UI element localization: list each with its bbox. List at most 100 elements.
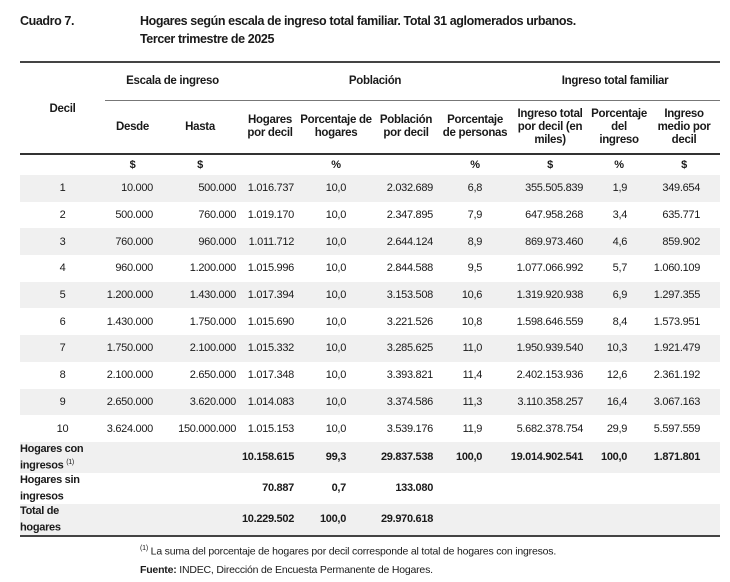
value-cell: 1.019.170 <box>247 209 295 222</box>
value-cell <box>510 503 591 537</box>
column-header: Desde <box>105 100 160 155</box>
unit-label: $ <box>681 159 687 171</box>
value-cell: 5,7 <box>612 262 628 275</box>
value-cell: 2.844.588 <box>386 262 434 275</box>
value-cell: 11,4 <box>462 369 483 382</box>
value-cell: 1.319.920.938 <box>510 281 591 309</box>
units-row: $ $%% $% $ <box>20 154 720 175</box>
value-cell: 1.573.951 <box>653 315 701 328</box>
value-cell: 1.200.000 <box>105 281 160 309</box>
value-cell: 1.015.332 <box>240 335 301 362</box>
value-cell: 1.015.690 <box>247 315 295 328</box>
value-cell <box>648 473 720 504</box>
value-cell: 2.402.153.936 <box>516 369 584 382</box>
value-cell: 10,3 <box>590 335 649 362</box>
value-cell: 1.016.737 <box>240 175 301 202</box>
table-row: 4 960.000 1.200.000 1.015.996 10,0 2.844.588 9… <box>20 255 720 282</box>
value-cell: 10.229.502 <box>240 503 301 537</box>
value-cell: 10,0 <box>325 422 347 435</box>
value-cell: 10,0 <box>300 281 373 309</box>
value-cell: 11,0 <box>440 335 511 362</box>
value-cell: 1.430.000 <box>160 281 241 309</box>
value-cell: 3.067.163 <box>648 388 721 416</box>
column-header: Porcentaje de personas <box>440 100 511 155</box>
summary-label: Total de hogares <box>20 503 105 537</box>
source-note: Fuente: INDEC, Dirección de Encuesta Per… <box>140 564 433 576</box>
value-cell: 2.100.000 <box>106 369 154 382</box>
table-row: 10 3.624.000 150.000.000 1.015.153 10,0 3.539… <box>20 415 720 442</box>
value-cell: 100,0 <box>590 441 649 473</box>
unit-label: $ <box>547 159 553 171</box>
value-cell <box>590 473 648 504</box>
value-cell: 1.871.801 <box>648 441 721 473</box>
value-cell: 5.597.559 <box>653 422 701 435</box>
column-header: Hasta <box>160 100 241 155</box>
value-cell: 7,9 <box>467 209 483 222</box>
value-cell: 1.750.000 <box>105 335 160 362</box>
table-subtitle: Tercer trimestre de 2025 <box>140 32 275 46</box>
value-cell: 3.285.625 <box>372 335 441 362</box>
value-cell <box>160 441 241 473</box>
value-cell: 19.014.902.541 <box>510 441 591 473</box>
value-cell: 355.505.839 <box>510 175 591 202</box>
value-cell: 2.347.895 <box>386 209 434 222</box>
decil-cell: 7 <box>20 335 105 362</box>
decil-cell: 5 <box>20 281 105 309</box>
summary-row: Hogares sin ingresos 70.887 0,7 133.080 <box>20 473 720 504</box>
summary-row: Hogares con ingresos (1) 10.158.615 99,3 29.… <box>20 441 721 473</box>
value-cell <box>510 473 590 504</box>
value-cell: 3.221.526 <box>386 315 434 328</box>
table-row: 7 1.750.000 2.100.000 1.015.332 10,0 3.285.62… <box>20 335 721 362</box>
value-cell: 3.624.000 <box>106 422 154 435</box>
value-cell: 1.598.646.559 <box>516 315 584 328</box>
value-cell: 29,9 <box>606 422 628 435</box>
value-cell: 10,0 <box>300 228 373 256</box>
value-cell: 29.970.618 <box>372 503 441 537</box>
decil-cell: 4 <box>59 262 66 275</box>
value-cell: 1.950.939.540 <box>510 335 591 362</box>
value-cell: 10,0 <box>300 388 373 416</box>
column-header: Población por decil <box>372 100 441 155</box>
value-cell: 2.032.689 <box>372 175 441 202</box>
value-cell: 1.200.000 <box>189 262 237 275</box>
value-cell: 635.771 <box>662 209 701 222</box>
table-number: Cuadro 7. <box>20 14 75 28</box>
value-cell: 2.650.000 <box>105 388 160 416</box>
value-cell: 3.393.821 <box>386 369 434 382</box>
value-cell: 10,0 <box>325 315 347 328</box>
value-cell: 12,6 <box>606 369 628 382</box>
value-cell <box>590 503 649 537</box>
value-cell: 2.644.124 <box>372 228 441 256</box>
decil-cell: 9 <box>20 388 105 416</box>
table-title: Hogares según escala de ingreso total fa… <box>140 14 576 28</box>
decil-cell: 1 <box>20 175 105 202</box>
value-cell: 16,4 <box>590 388 649 416</box>
value-cell: 859.902 <box>648 228 721 256</box>
table-row: 3 760.000 960.000 1.011.712 10,0 2.644.124 8,9… <box>20 228 721 256</box>
column-header: Ingreso medio por decil <box>648 100 721 155</box>
table-row: 9 2.650.000 3.620.000 1.014.083 10,0 3.374.58… <box>20 388 721 416</box>
value-cell: 29.837.538 <box>372 441 441 473</box>
value-cell: 10,0 <box>325 369 347 382</box>
group-poblacion: Población <box>240 61 511 101</box>
value-cell: 1.015.996 <box>247 262 295 275</box>
value-cell: 1.017.394 <box>240 281 301 309</box>
value-cell: 349.654 <box>648 175 721 202</box>
unit-label <box>372 154 440 175</box>
value-cell: 960.000 <box>160 228 241 256</box>
value-cell: 100,0 <box>300 503 373 537</box>
value-cell: 70.887 <box>262 482 295 495</box>
value-cell: 760.000 <box>198 209 237 222</box>
unit-label <box>240 154 300 175</box>
value-cell: 500.000 <box>115 209 153 222</box>
value-cell <box>105 441 160 473</box>
value-cell: 1.017.348 <box>247 369 295 382</box>
table-row: 5 1.200.000 1.430.000 1.017.394 10,0 3.153.50… <box>20 281 721 309</box>
value-cell: 99,3 <box>300 441 373 473</box>
table-row: 6 1.430.000 1.750.000 1.015.690 10,0 3.221.52… <box>20 308 720 335</box>
value-cell <box>440 503 511 537</box>
table-row: 1 10.000 500.000 1.016.737 10,0 2.032.689 6,8 3… <box>20 175 721 202</box>
value-cell: 3,4 <box>612 209 628 222</box>
column-header: Porcentaje de hogares <box>300 100 372 155</box>
income-deciles-table: Decil Escala de ingreso Población Ingres… <box>20 61 721 537</box>
